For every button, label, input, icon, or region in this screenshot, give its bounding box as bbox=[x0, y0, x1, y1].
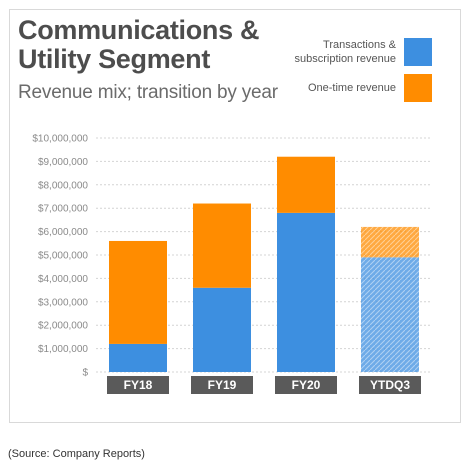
bar-one-time-fy19 bbox=[193, 203, 251, 288]
category-label-box bbox=[275, 376, 337, 394]
legend-label-one-time: One-time revenue bbox=[307, 82, 396, 94]
y-tick-label: $9,000,000 bbox=[38, 157, 88, 168]
category-label-fy19: FY19 bbox=[208, 378, 237, 392]
category-label-box bbox=[107, 376, 169, 394]
category-label-fy18: FY18 bbox=[124, 378, 153, 392]
bar-hatch-overlay bbox=[361, 257, 419, 372]
bar-transactions-fy20 bbox=[277, 212, 335, 372]
y-tick-label: $2,000,000 bbox=[38, 321, 88, 332]
category-label-fy20: FY20 bbox=[292, 378, 321, 392]
category-label-box bbox=[359, 376, 421, 394]
y-tick-label: $5,000,000 bbox=[38, 251, 88, 262]
chart-title: Communications & Utility Segment bbox=[18, 15, 260, 74]
y-tick-label: $6,000,000 bbox=[38, 227, 88, 238]
y-tick-label: $10,000,000 bbox=[32, 134, 88, 145]
chart-subtitle: Revenue mix; transition by year bbox=[18, 82, 278, 103]
bar-transactions-fy18 bbox=[109, 343, 167, 372]
category-label-box bbox=[191, 376, 253, 394]
y-tick-label: $4,000,000 bbox=[38, 274, 88, 285]
bar-one-time-fy18 bbox=[109, 240, 167, 344]
legend-item-transactions: Transactions & subscription revenue bbox=[270, 38, 432, 66]
source-note: (Source: Company Reports) bbox=[8, 448, 145, 460]
y-tick-label: $7,000,000 bbox=[38, 204, 88, 215]
legend-swatch-one-time bbox=[404, 74, 432, 102]
legend-label-transactions: Transactions & subscription revenue bbox=[294, 39, 396, 65]
category-label-ytdq3: YTDQ3 bbox=[370, 378, 410, 392]
y-tick-label: $ bbox=[82, 368, 88, 379]
bar-hatch-overlay bbox=[361, 226, 419, 258]
legend-swatch-transactions bbox=[404, 38, 432, 66]
bar-one-time-fy20 bbox=[277, 156, 335, 213]
y-tick-label: $1,000,000 bbox=[38, 344, 88, 355]
y-tick-label: $3,000,000 bbox=[38, 297, 88, 308]
y-tick-label: $8,000,000 bbox=[38, 180, 88, 191]
stacked-bar-chart: $ $1,000,000 $2,000,000 $3,000,000 $4,000,00… bbox=[32, 134, 432, 394]
bar-transactions-fy19 bbox=[193, 287, 251, 372]
legend-item-one-time: One-time revenue bbox=[270, 74, 432, 102]
